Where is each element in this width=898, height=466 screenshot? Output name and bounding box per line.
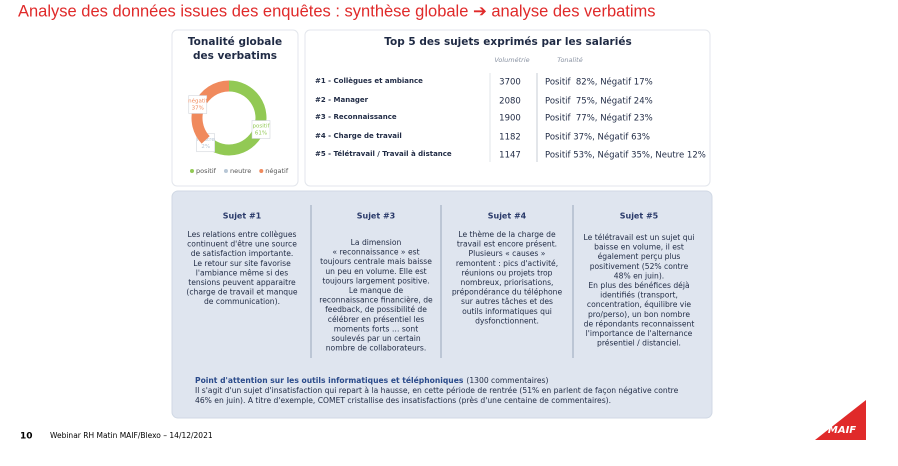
- subject-name: #4 - Charge de travail: [315, 132, 402, 140]
- label-value: 61%: [255, 131, 267, 137]
- subject-text: travail est encore présent.: [457, 240, 557, 249]
- subject-text: toujours centrale mais baisse: [320, 257, 432, 266]
- subject-text: tensions peuvent apparaitre: [188, 278, 296, 287]
- volume: 3700: [499, 78, 521, 88]
- subject-name: #5 - Télétravail / Travail à distance: [315, 150, 452, 158]
- subject-text: 48% en juin).: [614, 271, 664, 280]
- subject-text: de répondants reconnaissent: [584, 319, 695, 328]
- label-name: négatif: [188, 97, 208, 104]
- subject-text: l'importance de l'alternance: [586, 329, 693, 338]
- legend-swatch: [223, 169, 228, 173]
- volume: 1147: [499, 151, 521, 161]
- subject-text: « reconnaissance » est: [332, 248, 419, 257]
- subject-name: #1 - Collègues et ambiance: [315, 77, 423, 85]
- subject-title: Sujet #3: [357, 212, 396, 221]
- subject-title: Sujet #5: [620, 212, 659, 221]
- volume: 1900: [499, 114, 521, 124]
- subject-text: nombre de collaborateurs.: [326, 344, 427, 353]
- subject-text: Le thème de la charge de: [458, 230, 556, 239]
- subject-text: concentration, équilibre vie: [587, 300, 692, 309]
- subject-text: remontent : pics d'activité,: [456, 259, 558, 268]
- subject-text: présentiel / distanciel.: [597, 339, 681, 348]
- label-value: 37%: [192, 105, 204, 111]
- subject-text: Le télétravail est un sujet qui: [584, 233, 695, 242]
- legend-swatch: [259, 169, 264, 173]
- subject-text: positivement (52% contre: [590, 262, 689, 271]
- tonality: Positif 75%, Négatif 24%: [545, 96, 653, 107]
- footer-text: Webinar RH Matin MAIF/Blexo – 14/12/2021: [50, 431, 213, 440]
- subject-text: identifiés (transport,: [600, 291, 678, 300]
- subject-text: également perçu plus: [598, 252, 681, 261]
- label-name: positif: [253, 124, 271, 130]
- subject-text: outils informatiques qui: [462, 307, 552, 316]
- subject-name: #2 - Manager: [315, 96, 369, 104]
- subject-text: baisse en volume, il est: [594, 243, 684, 252]
- note-count: (1300 commentaires): [466, 376, 548, 385]
- subject-text: Les relations entre collègues: [188, 230, 297, 239]
- label-box: [251, 120, 271, 139]
- chart-title: Tonalité globale des verbatims: [188, 36, 282, 62]
- subject-text: prépondérance du téléphone: [452, 288, 563, 297]
- logo-shape: [815, 400, 866, 440]
- subject-text: Le retour sur site favorise: [193, 259, 291, 268]
- subject-text: sur autres tâches et des: [461, 297, 553, 306]
- subject-text: réunions ou projets trop: [461, 268, 552, 277]
- volume: 1182: [499, 133, 521, 143]
- legend-label: positif: [196, 167, 217, 175]
- legend-label: négatif: [265, 167, 289, 175]
- subject-text: pro/perso), un bon nombre: [588, 310, 690, 319]
- subject-text: continuent d'être une source: [187, 240, 297, 249]
- subject-title: Sujet #4: [488, 212, 527, 221]
- subject-text: reconnaissance financière, de: [319, 296, 433, 305]
- column-header: Tonalité: [557, 56, 582, 64]
- subject-text: moments forts … sont: [334, 324, 418, 333]
- subject-text: soulevés par un certain: [331, 334, 420, 343]
- slide-title: Analyse des données issues des enquêtes …: [18, 2, 656, 20]
- subject-text: l'ambiance même si des: [196, 268, 288, 277]
- subject-text: un peu en volume. Elle est: [325, 267, 426, 276]
- logo: MAIF: [828, 425, 856, 436]
- tonality: Positif 77%, Négatif 23%: [545, 113, 653, 124]
- page-number: 10: [20, 432, 33, 442]
- tonality: Positif 53%, Négatif 35%, Neutre 12%: [545, 150, 706, 161]
- subject-text: toujours largement positive.: [322, 276, 429, 285]
- label-value: 2%: [201, 144, 210, 150]
- volume: 2080: [499, 97, 521, 107]
- label-box: [188, 95, 208, 114]
- tonality: Positif 82%, Négatif 17%: [545, 77, 653, 88]
- note-text: 46% en juin). A titre d'exemple, COMET c…: [195, 396, 611, 405]
- subject-name: #3 - Reconnaissance: [315, 113, 397, 121]
- subject-text: célébrer en présentiel les: [328, 315, 424, 324]
- tonality: Positif 37%, Négatif 63%: [545, 132, 650, 143]
- legend-swatch: [190, 169, 194, 173]
- subject-text: nombreux, priorisations,: [461, 278, 554, 287]
- column-header: Volumétrie: [494, 56, 529, 64]
- subjects-panel: [171, 190, 713, 419]
- note-heading: Point d'attention sur les outils informa…: [195, 376, 464, 385]
- subject-text: (charge de travail et manque: [186, 288, 297, 297]
- note-text: Il s'agit d'un sujet d'insatisfaction qu…: [195, 386, 679, 395]
- subject-text: feedback, de possibilité de: [325, 305, 427, 314]
- table-title: Top 5 des sujets exprimés par les salari…: [384, 36, 631, 48]
- legend-label: neutre: [230, 167, 251, 175]
- subject-text: de satisfaction importante.: [191, 249, 294, 258]
- subject-text: de communication).: [204, 297, 280, 306]
- subject-text: En plus des bénéfices déjà: [588, 281, 689, 290]
- subject-text: dysfonctionnent.: [475, 316, 539, 325]
- subject-text: Plusieurs « causes »: [469, 249, 546, 258]
- label-name: neutre: [197, 137, 216, 143]
- subject-text: La dimension: [351, 238, 402, 247]
- subject-title: Sujet #1: [223, 212, 262, 221]
- top5-card: [304, 29, 711, 187]
- subject-text: Le manque de: [349, 286, 404, 295]
